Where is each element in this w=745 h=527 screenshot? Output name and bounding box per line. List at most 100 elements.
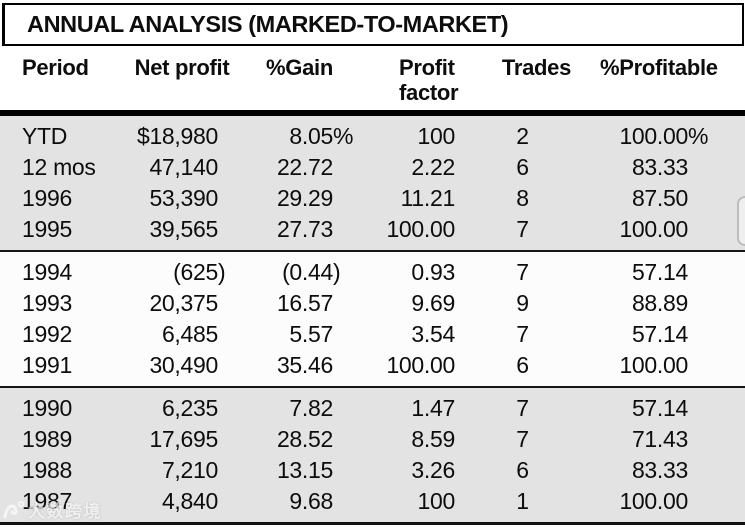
cell-profit-factor: 100.00: [386, 215, 455, 242]
cell--profitable: 100.00%: [619, 122, 709, 149]
profit-factor-line1: Profit: [399, 54, 455, 80]
table-row: 1987 4,840 9.68 100 1 100.00: [0, 486, 745, 517]
cell--profitable: 57.14: [631, 395, 688, 421]
cell--profitable: 100.00: [619, 488, 688, 514]
cell-profit-factor: 3.54: [411, 320, 455, 347]
cell-profit-factor: 1.47: [411, 395, 455, 421]
cell-net-profit: (625): [173, 258, 226, 285]
column-header-gain: %Gain: [266, 54, 333, 80]
cell-net-profit: 20,375: [149, 289, 218, 316]
cell-profit-factor: 8.59: [411, 426, 455, 452]
cell-period: 1994: [22, 258, 72, 285]
column-header-profitable: %Profitable: [600, 54, 718, 80]
cell-trades: 6: [516, 351, 529, 378]
column-header-trades: Trades: [501, 54, 572, 80]
cell--gain: 29.29: [276, 184, 333, 211]
profit-factor-line2: factor: [399, 79, 459, 105]
column-header-net-profit: Net profit: [134, 54, 230, 80]
cell-trades: 6: [516, 457, 529, 483]
cell--profitable: 100.00: [619, 351, 688, 378]
table-body: YTD $18,980 8.05% 100 2 100.00% 12 mos 47,140 22…: [0, 115, 745, 525]
cell-period: 1991: [22, 351, 72, 378]
table-row: YTD $18,980 8.05% 100 2 100.00%: [0, 121, 745, 152]
cell-net-profit: 6,485: [161, 320, 218, 347]
cell--gain: 8.05%: [289, 122, 354, 149]
table-row: 1994 (625) (0.44) 0.93 7 57.14: [0, 257, 745, 288]
cell--profitable: 87.50: [631, 184, 688, 211]
cell-trades: 1: [516, 488, 529, 514]
cell-trades: 7: [516, 426, 529, 452]
cell-period: YTD: [22, 122, 68, 149]
cell-profit-factor: 0.93: [411, 258, 455, 285]
row-group-1: YTD $18,980 8.05% 100 2 100.00% 12 mos 47,140 22…: [0, 115, 745, 250]
column-header-period: Period: [22, 54, 89, 80]
cell-net-profit: 53,390: [149, 184, 218, 211]
cell-trades: 7: [516, 215, 529, 242]
cell--gain: 28.52: [276, 426, 333, 452]
table-row: 1988 7,210 13.15 3.26 6 83.33: [0, 455, 745, 486]
page-title: ANNUAL ANALYSIS (MARKED-TO-MARKET): [27, 10, 509, 37]
cell-trades: 2: [516, 122, 529, 149]
row-group-3: 1990 6,235 7.82 1.47 7 57.14 1989 17,695 28.52 8.…: [0, 388, 745, 522]
cell-net-profit: 39,565: [149, 215, 218, 242]
cell--profitable: 83.33: [631, 457, 688, 483]
cell--profitable: 57.14: [631, 258, 688, 285]
cell-period: 1990: [22, 395, 72, 421]
cell-net-profit: 30,490: [149, 351, 218, 378]
column-header-profit-factor: Profit factor: [333, 54, 459, 110]
table-row: 1989 17,695 28.52 8.59 7 71.43: [0, 424, 745, 455]
cell-trades: 7: [516, 320, 529, 347]
cell-net-profit: 4,840: [161, 488, 218, 514]
scroll-handle[interactable]: [737, 196, 745, 246]
cell-period: 1987: [22, 488, 72, 514]
cell-profit-factor: 11.21: [400, 184, 456, 211]
group-divider: [0, 249, 745, 252]
cell--gain: 16.57: [276, 289, 333, 316]
cell-trades: 7: [516, 258, 529, 285]
cell--profitable: 57.14: [631, 320, 688, 347]
table-row: 1995 39,565 27.73 100.00 7 100.00: [0, 214, 745, 245]
cell-period: 1995: [22, 215, 72, 242]
row-group-2: 1994 (625) (0.44) 0.93 7 57.14 1993 20,375 16.57…: [0, 251, 745, 386]
cell-profit-factor: 2.22: [411, 153, 455, 180]
cell-period: 12 mos: [22, 153, 96, 180]
cell--gain: 5.57: [289, 320, 333, 347]
table-row: 1991 30,490 35.46 100.00 6 100.00: [0, 350, 745, 381]
group-divider: [0, 385, 745, 388]
cell-trades: 7: [516, 395, 529, 421]
table-header-row: Period Net profit %Gain Profit factor Tr…: [0, 45, 745, 110]
cell--gain: 9.68: [289, 488, 333, 514]
table-row: 1990 6,235 7.82 1.47 7 57.14: [0, 393, 745, 424]
cell-profit-factor: 100.00: [386, 351, 455, 378]
cell-profit-factor: 9.69: [411, 289, 455, 316]
cell-period: 1993: [22, 289, 72, 316]
cell-net-profit: $18,980: [136, 122, 218, 149]
table-row: 1996 53,390 29.29 11.21 8 87.50: [0, 183, 745, 214]
cell-net-profit: 7,210: [161, 457, 218, 483]
table-row: 12 mos 47,140 22.72 2.22 6 83.33: [0, 152, 745, 183]
cell-net-profit: 47,140: [149, 153, 218, 180]
cell-period: 1988: [22, 457, 72, 483]
cell--gain: 7.82: [289, 395, 333, 421]
cell-trades: 8: [516, 184, 529, 211]
cell--gain: 35.46: [276, 351, 333, 378]
cell--profitable: 83.33: [631, 153, 688, 180]
cell-profit-factor: 100: [417, 488, 456, 514]
cell-profit-factor: 3.26: [411, 457, 455, 483]
table-row: 1992 6,485 5.57 3.54 7 57.14: [0, 319, 745, 350]
cell-trades: 9: [516, 289, 529, 316]
cell--gain: 13.15: [276, 457, 333, 483]
cell-trades: 6: [516, 153, 529, 180]
cell--gain: 22.72: [276, 153, 333, 180]
table-row: 1993 20,375 16.57 9.69 9 88.89: [0, 288, 745, 319]
cell-net-profit: 6,235: [161, 395, 218, 421]
cell--profitable: 88.89: [631, 289, 688, 316]
cell-period: 1992: [22, 320, 72, 347]
cell-period: 1996: [22, 184, 72, 211]
cell--profitable: 100.00: [619, 215, 688, 242]
cell-period: 1989: [22, 426, 72, 452]
title-band: ANNUAL ANALYSIS (MARKED-TO-MARKET): [2, 3, 744, 46]
cell-net-profit: 17,695: [149, 426, 218, 452]
cell--gain: 27.73: [276, 215, 333, 242]
